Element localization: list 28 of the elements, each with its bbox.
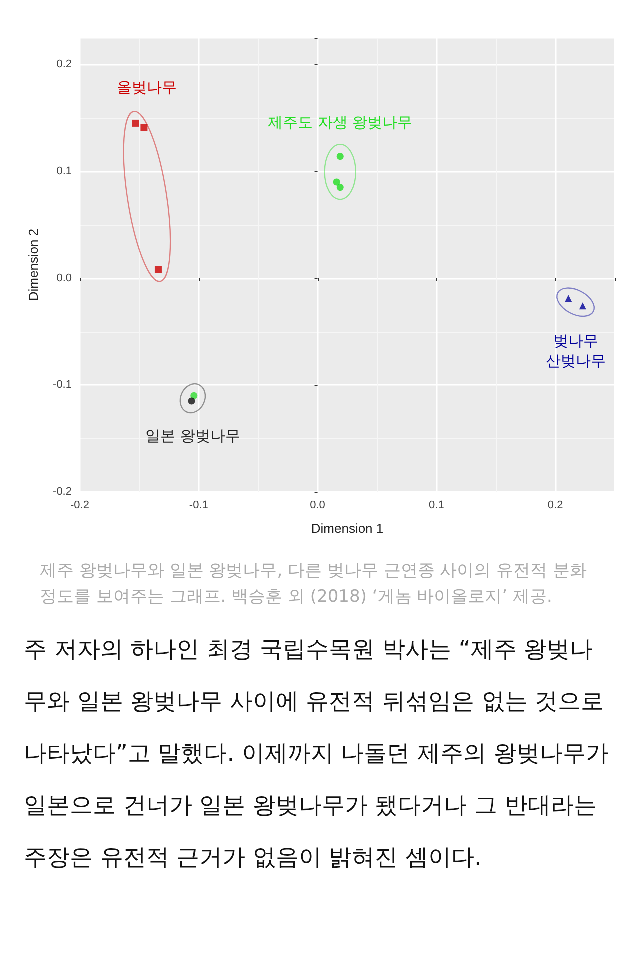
y-tick-label: 0.2	[56, 58, 72, 71]
point	[336, 153, 344, 160]
point	[565, 295, 572, 302]
x-tick-label: 0.2	[548, 500, 564, 512]
x-tick-label: -0.1	[189, 500, 208, 512]
x-axis-title: Dimension 1	[311, 521, 384, 536]
series-label: 올벚나무	[117, 78, 178, 97]
text: 제주 왕벚나무와 일본 왕벚나무, 다른 벚나무 근연종 사이의 유전적 분화 정도를 보여주는 그래프. 백승훈 외 (2018) ‘게놈 바이올로지’ 제공.	[40, 560, 588, 609]
point	[333, 178, 340, 186]
y-tick-label: -0.1	[53, 379, 72, 392]
point	[190, 392, 198, 400]
y-tick-label: -0.2	[53, 486, 72, 498]
point	[132, 120, 140, 127]
text: 주 저자의 하나인 최경 국립수목원 박사는 “제주 왕벚나무와 일본 왕벚나무 사이에 유전적 뒤섞임은 없는 것으로 나타났다”고 말했다. 이제까지 나돌던 제주의 왕벚나무가 일본으로 건너가 일본 왕벚나무가 됐다거나 그 반대라는 주장은 유전적 근거가 없음이 밝혀진 셈이다.	[24, 636, 610, 873]
text: 제주도 자생 왕벚나무	[268, 114, 413, 132]
x-tick-label: 0.1	[429, 500, 444, 512]
point	[140, 124, 148, 132]
y-tick-label: 0.0	[56, 272, 72, 284]
x-tick-label: 0.0	[310, 500, 326, 512]
legend-label: 벚나무 산벚나무	[546, 332, 606, 370]
text: 일본 왕벚나무	[146, 427, 240, 446]
point	[579, 302, 586, 310]
y-axis-title: Dimension 2	[26, 228, 41, 302]
x-tick-label: -0.2	[70, 500, 90, 512]
point	[336, 184, 344, 192]
point	[188, 398, 196, 405]
y-tick-label: 0.1	[56, 166, 72, 178]
point	[154, 266, 162, 274]
